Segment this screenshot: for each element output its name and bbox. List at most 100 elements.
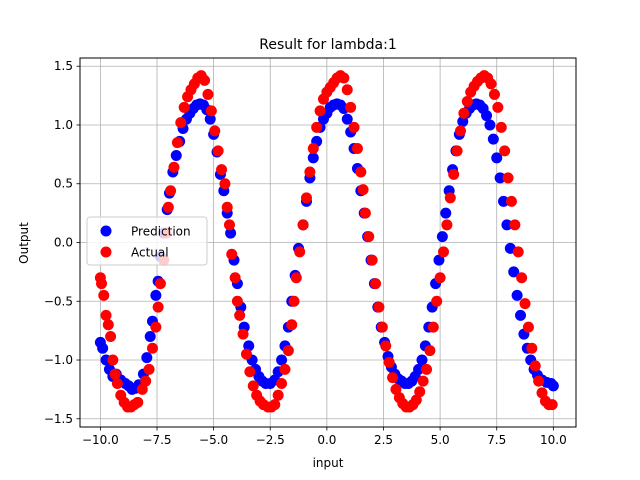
actual-point: [240, 348, 252, 360]
actual-point: [294, 246, 306, 258]
actual-point: [247, 380, 259, 392]
actual-point: [341, 84, 353, 96]
actual-point: [162, 201, 174, 213]
actual-point: [212, 145, 224, 157]
actual-point: [417, 375, 429, 387]
legend-label-prediction: Prediction: [131, 225, 191, 239]
prediction-point: [416, 354, 428, 366]
actual-point: [279, 363, 291, 375]
actual-point: [424, 345, 436, 357]
actual-point: [146, 342, 158, 354]
actual-point: [168, 161, 180, 173]
actual-point: [154, 278, 166, 290]
actual-point: [286, 319, 298, 331]
actual-point: [502, 172, 514, 184]
actual-point: [229, 272, 241, 284]
chart-title: Result for lambda:1: [259, 37, 397, 53]
actual-point: [516, 272, 528, 284]
legend-marker-actual: [100, 246, 112, 258]
actual-point: [363, 231, 375, 243]
actual-point: [100, 309, 112, 321]
actual-point: [357, 184, 369, 196]
actual-point: [536, 387, 548, 399]
actual-point: [307, 142, 319, 154]
actual-point: [105, 331, 117, 343]
actual-point: [107, 354, 119, 366]
actual-point: [143, 363, 155, 375]
actual-point: [376, 321, 388, 333]
actual-point: [290, 272, 302, 284]
actual-point: [165, 185, 177, 197]
actual-point: [216, 164, 228, 176]
prediction-point: [341, 113, 353, 125]
x-tick-label: 2.5: [374, 433, 393, 447]
y-tick-label: −1.0: [44, 353, 73, 367]
y-tick-label: −0.5: [44, 294, 73, 308]
prediction-point: [487, 133, 499, 145]
actual-point: [140, 375, 152, 387]
actual-point: [461, 95, 473, 107]
actual-point: [282, 345, 294, 357]
x-axis-label: input: [313, 456, 344, 470]
actual-point: [219, 178, 231, 190]
actual-point: [441, 219, 453, 231]
ticks: −10.0 −7.5 −5.0 −2.5 0.0 2.5 5.0 7.5 10.0 −1.5 −1.…: [44, 59, 567, 447]
actual-point: [529, 360, 541, 372]
actual-point: [297, 219, 309, 231]
y-tick-label: 1.5: [54, 59, 73, 73]
x-tick-label: −2.5: [256, 433, 285, 447]
actual-point: [434, 272, 446, 284]
actual-point: [359, 207, 371, 219]
prediction-point: [491, 152, 503, 164]
actual-point: [109, 368, 121, 380]
actual-point: [522, 321, 534, 333]
prediction-point: [457, 115, 469, 127]
prediction-point: [498, 195, 510, 207]
y-tick-label: 1.0: [54, 118, 73, 132]
actual-point: [272, 389, 284, 401]
actual-point: [209, 125, 221, 137]
actual-point: [488, 88, 500, 100]
actual-point: [288, 295, 300, 307]
x-tick-label: −10.0: [82, 433, 119, 447]
prediction-point: [511, 289, 523, 301]
legend-marker-prediction: [100, 225, 112, 237]
actual-point: [414, 386, 426, 398]
actual-point: [132, 396, 144, 408]
actual-point: [454, 125, 466, 137]
actual-point: [546, 399, 558, 411]
actual-point: [205, 105, 217, 117]
x-tick-label: 7.5: [487, 433, 506, 447]
legend-box: [86, 216, 208, 266]
actual-point: [387, 372, 399, 384]
actual-point: [98, 289, 110, 301]
actual-point: [171, 137, 183, 149]
prediction-point: [225, 227, 237, 239]
actual-point: [221, 201, 233, 213]
prediction-point: [150, 289, 162, 301]
actual-point: [526, 342, 538, 354]
actual-point: [96, 278, 108, 290]
actual-point: [304, 166, 316, 178]
actual-point: [102, 319, 114, 331]
prediction-point: [481, 110, 493, 122]
actual-point: [314, 105, 326, 117]
prediction-point: [97, 342, 109, 354]
actual-point: [355, 166, 367, 178]
y-tick-label: 0.5: [54, 177, 73, 191]
actual-point: [410, 394, 422, 406]
prediction-point: [413, 363, 425, 375]
actual-point: [338, 72, 350, 84]
prediction-point: [547, 380, 559, 392]
actual-point: [421, 363, 433, 375]
prediction-point: [204, 113, 216, 125]
actual-point: [380, 340, 392, 352]
actual-point: [226, 248, 238, 260]
actual-point: [276, 378, 288, 390]
actual-point: [448, 168, 460, 180]
actual-point: [234, 309, 246, 321]
actual-point: [175, 117, 187, 129]
x-tick-label: 0.0: [317, 433, 336, 447]
actual-point: [495, 121, 507, 133]
